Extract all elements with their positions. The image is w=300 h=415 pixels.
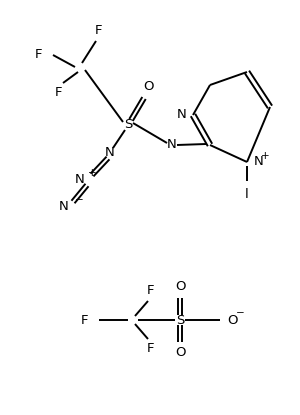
Text: −: − bbox=[75, 195, 84, 205]
Text: F: F bbox=[94, 24, 102, 37]
Text: S: S bbox=[176, 313, 184, 327]
Text: l: l bbox=[245, 188, 249, 201]
Text: O: O bbox=[175, 281, 185, 293]
Text: N: N bbox=[254, 156, 264, 168]
Text: N: N bbox=[167, 139, 177, 151]
Text: S: S bbox=[124, 119, 132, 132]
Text: N: N bbox=[58, 200, 68, 213]
Text: −: − bbox=[236, 308, 245, 318]
Text: F: F bbox=[146, 342, 154, 356]
Text: F: F bbox=[54, 86, 62, 100]
Text: F: F bbox=[146, 285, 154, 298]
Text: O: O bbox=[143, 80, 153, 93]
Text: O: O bbox=[175, 347, 185, 359]
Text: F: F bbox=[80, 313, 88, 327]
Text: N: N bbox=[75, 173, 85, 186]
Text: O: O bbox=[227, 313, 238, 327]
Text: +: + bbox=[88, 168, 97, 178]
Text: N: N bbox=[176, 108, 186, 122]
Text: F: F bbox=[34, 49, 42, 61]
Text: +: + bbox=[261, 151, 270, 161]
Text: N: N bbox=[105, 146, 115, 159]
